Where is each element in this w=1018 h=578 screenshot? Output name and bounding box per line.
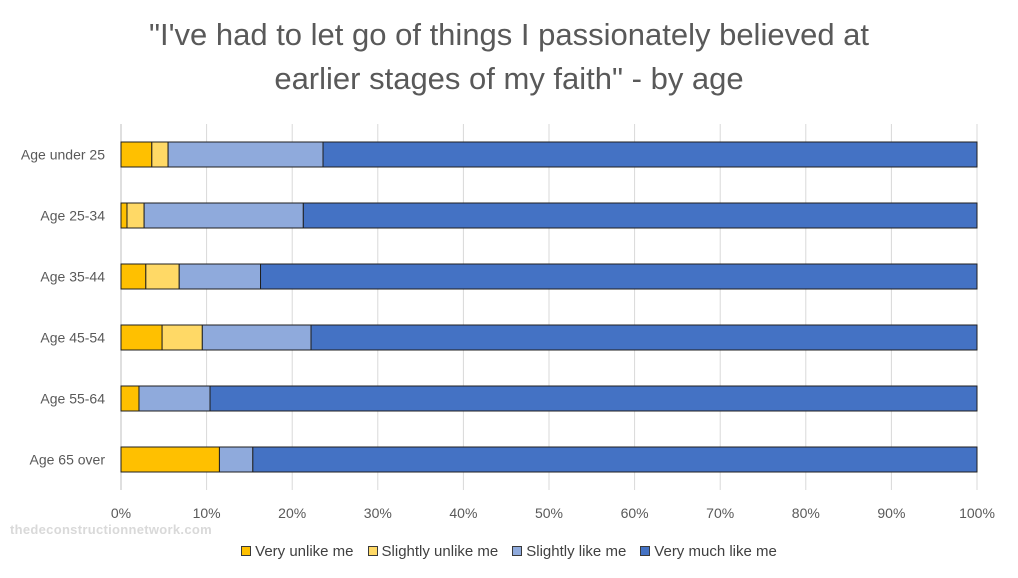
legend-swatch [640, 546, 651, 556]
y-tick-label: Age 55-64 [40, 391, 105, 407]
bar-segment [120, 141, 153, 168]
legend-item: Very much like me [640, 543, 777, 560]
bar-segment [310, 324, 978, 351]
x-tick-label: 0% [111, 505, 131, 521]
bar-segment [209, 385, 978, 412]
y-tick-label: Age 65 over [30, 452, 106, 468]
x-tick-label: 90% [877, 505, 905, 521]
x-tick-label: 100% [959, 505, 995, 521]
legend-item: Slightly unlike me [367, 542, 499, 560]
bar-segment [126, 202, 145, 229]
bar-segment [145, 263, 180, 290]
x-tick-label: 40% [449, 505, 477, 521]
bar-segment [260, 263, 978, 290]
bar-segment [201, 324, 312, 351]
y-tick-label: Age 25-34 [40, 208, 105, 224]
x-tick-label: 70% [706, 505, 734, 521]
x-tick-label: 80% [792, 505, 820, 521]
bar-segment [138, 385, 211, 412]
legend-label: Slightly like me [526, 542, 627, 560]
legend-swatch [512, 546, 523, 556]
bar-segment [143, 202, 304, 229]
bar-segment [178, 263, 262, 290]
bar-segment [120, 263, 147, 290]
bar-segment [120, 385, 140, 412]
bar-segment [161, 324, 203, 351]
bar-segment [120, 446, 220, 473]
bar-segment [167, 141, 324, 168]
legend-swatch [367, 546, 378, 556]
bar-segment [120, 324, 163, 351]
bar-segment [151, 141, 169, 168]
legend-label: Slightly unlike me [381, 542, 499, 560]
x-tick-label: 20% [278, 505, 306, 521]
legend-label: Very much like me [654, 542, 777, 560]
chart-title-line-2: earlier stages of my faith" - by age [274, 61, 744, 96]
y-tick-label: Age 35-44 [40, 269, 105, 285]
bar-segment [252, 446, 978, 473]
x-tick-label: 10% [193, 505, 221, 521]
legend-swatch [241, 546, 252, 556]
bar-segment [302, 202, 978, 229]
watermark: thedeconstructionnetwork.com [10, 522, 212, 537]
bar-segment [218, 446, 254, 473]
legend-label: Very unlike me [255, 542, 354, 560]
y-tick-label: Age under 25 [21, 147, 105, 163]
legend: Very unlike me Slightly unlike me Slightly… [0, 541, 1018, 561]
y-tick-label: Age 45-54 [40, 330, 105, 346]
bar-segment [120, 202, 128, 229]
bar-segment [322, 141, 978, 168]
x-tick-label: 50% [535, 505, 563, 521]
legend-item: Slightly like me [512, 543, 626, 560]
x-tick-label: 60% [621, 505, 649, 521]
legend-item: Very unlike me [241, 542, 354, 560]
chart-title-line-1: "I've had to let go of things I passiona… [148, 17, 870, 52]
x-tick-label: 30% [364, 505, 392, 521]
